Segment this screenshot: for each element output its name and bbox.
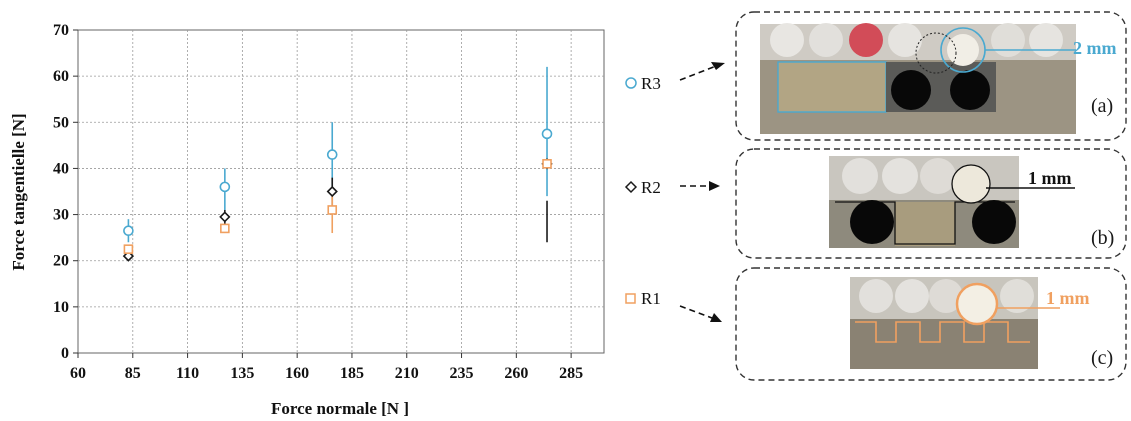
panel-b-bead-black bbox=[972, 200, 1016, 244]
y-axis-title: Force tangentielle [N] bbox=[9, 113, 28, 270]
panel-a-bead bbox=[991, 23, 1025, 57]
x-tick-labels: 60 85 110 135 160 185 210 235 260 285 bbox=[70, 365, 583, 382]
x-tick-label: 85 bbox=[125, 365, 141, 382]
r1-point bbox=[327, 205, 338, 215]
panel-a-bead-red bbox=[849, 23, 883, 57]
x-tick-label: 110 bbox=[176, 365, 199, 382]
panel-c-profile bbox=[855, 321, 1030, 343]
r2-point bbox=[219, 211, 231, 223]
panel-a-frame bbox=[735, 11, 1127, 141]
panel-b: 1 mm (b) bbox=[735, 148, 1127, 259]
x-axis-title: Force normale [N ] bbox=[271, 399, 409, 418]
x-tick-label: 235 bbox=[450, 365, 474, 382]
panel-b-test-bead bbox=[951, 164, 991, 204]
panel-c-test-bead bbox=[955, 282, 999, 326]
y-tick-label: 30 bbox=[53, 207, 69, 224]
r3-point bbox=[123, 225, 134, 237]
plot-area: 60 85 110 135 160 185 210 235 260 285 0 10 20 30 40 50… bbox=[53, 22, 605, 382]
legend-r2-marker bbox=[624, 180, 638, 194]
y-tick-label: 0 bbox=[61, 345, 69, 362]
arrow-r1 bbox=[679, 305, 713, 319]
panel-a-bead bbox=[1029, 23, 1063, 57]
r1-point bbox=[123, 244, 134, 254]
y-tick-label: 60 bbox=[53, 68, 69, 85]
plot-frame bbox=[77, 29, 605, 354]
panel-c-tag: (c) bbox=[1091, 347, 1113, 369]
y-tick-label: 10 bbox=[53, 299, 69, 316]
legend: R3 R2 R1 bbox=[624, 74, 661, 308]
panel-a-dotted-bead bbox=[915, 32, 957, 74]
panel-c-bead bbox=[929, 279, 963, 313]
panel-b-bead bbox=[882, 158, 918, 194]
r3-point bbox=[326, 149, 338, 160]
legend-r1-marker bbox=[625, 293, 636, 304]
panel-c-bead bbox=[859, 279, 893, 313]
panel-b-bead bbox=[920, 158, 956, 194]
panel-a-bead bbox=[809, 23, 843, 57]
panel-a-test-bead bbox=[947, 34, 979, 66]
panel-a-bead bbox=[770, 23, 804, 57]
panel-c-dimension: 1 mm bbox=[1046, 288, 1090, 308]
panel-b-frame bbox=[735, 148, 1127, 259]
panel-b-dimension: 1 mm bbox=[1028, 168, 1072, 188]
panel-c-bead bbox=[1000, 279, 1034, 313]
x-tick-label: 210 bbox=[395, 365, 419, 382]
y-tick-label: 70 bbox=[53, 22, 69, 39]
panel-a-bead bbox=[888, 23, 922, 57]
panel-b-tag: (b) bbox=[1091, 227, 1114, 249]
x-tick-label: 260 bbox=[504, 365, 528, 382]
panel-a-tooth bbox=[777, 61, 887, 113]
panel-c-frame bbox=[735, 267, 1127, 381]
y-tick-labels: 0 10 20 30 40 50 60 70 bbox=[53, 22, 69, 362]
x-tick-label: 185 bbox=[340, 365, 364, 382]
arrowhead-r2 bbox=[709, 181, 720, 191]
arrowhead-r3 bbox=[711, 62, 725, 70]
legend-r2-label: R2 bbox=[641, 178, 661, 197]
r1-point bbox=[542, 159, 552, 169]
panel-a-bead-black bbox=[891, 70, 931, 110]
panel-b-tooth bbox=[895, 202, 955, 246]
panel-c: 1 mm (c) bbox=[735, 267, 1127, 381]
panel-a-bead-black bbox=[950, 70, 990, 110]
y-tick-label: 40 bbox=[53, 160, 69, 177]
connector-arrows bbox=[679, 65, 717, 319]
legend-r3-label: R3 bbox=[641, 74, 661, 93]
legend-r3-marker bbox=[625, 77, 637, 89]
panel-a: 2 mm (a) bbox=[735, 11, 1127, 141]
y-tick-label: 20 bbox=[53, 253, 69, 270]
arrow-r3 bbox=[679, 65, 717, 81]
x-tick-label: 135 bbox=[230, 365, 254, 382]
r3-point bbox=[219, 181, 231, 193]
panel-b-bead-black bbox=[850, 200, 894, 244]
panel-b-bead bbox=[842, 158, 878, 194]
panel-a-dimension: 2 mm bbox=[1073, 38, 1117, 58]
panel-c-bead bbox=[895, 279, 929, 313]
r2-point bbox=[326, 185, 338, 198]
x-tick-label: 60 bbox=[70, 365, 86, 382]
panel-a-tag: (a) bbox=[1091, 95, 1113, 117]
r3-point bbox=[541, 128, 553, 140]
arrowhead-r1 bbox=[710, 313, 722, 322]
data-marks bbox=[122, 66, 553, 262]
grid bbox=[73, 29, 604, 358]
x-tick-label: 160 bbox=[285, 365, 309, 382]
y-tick-label: 50 bbox=[53, 114, 69, 131]
legend-r1-label: R1 bbox=[641, 289, 661, 308]
x-tick-label: 285 bbox=[559, 365, 583, 382]
r1-point bbox=[220, 223, 230, 234]
